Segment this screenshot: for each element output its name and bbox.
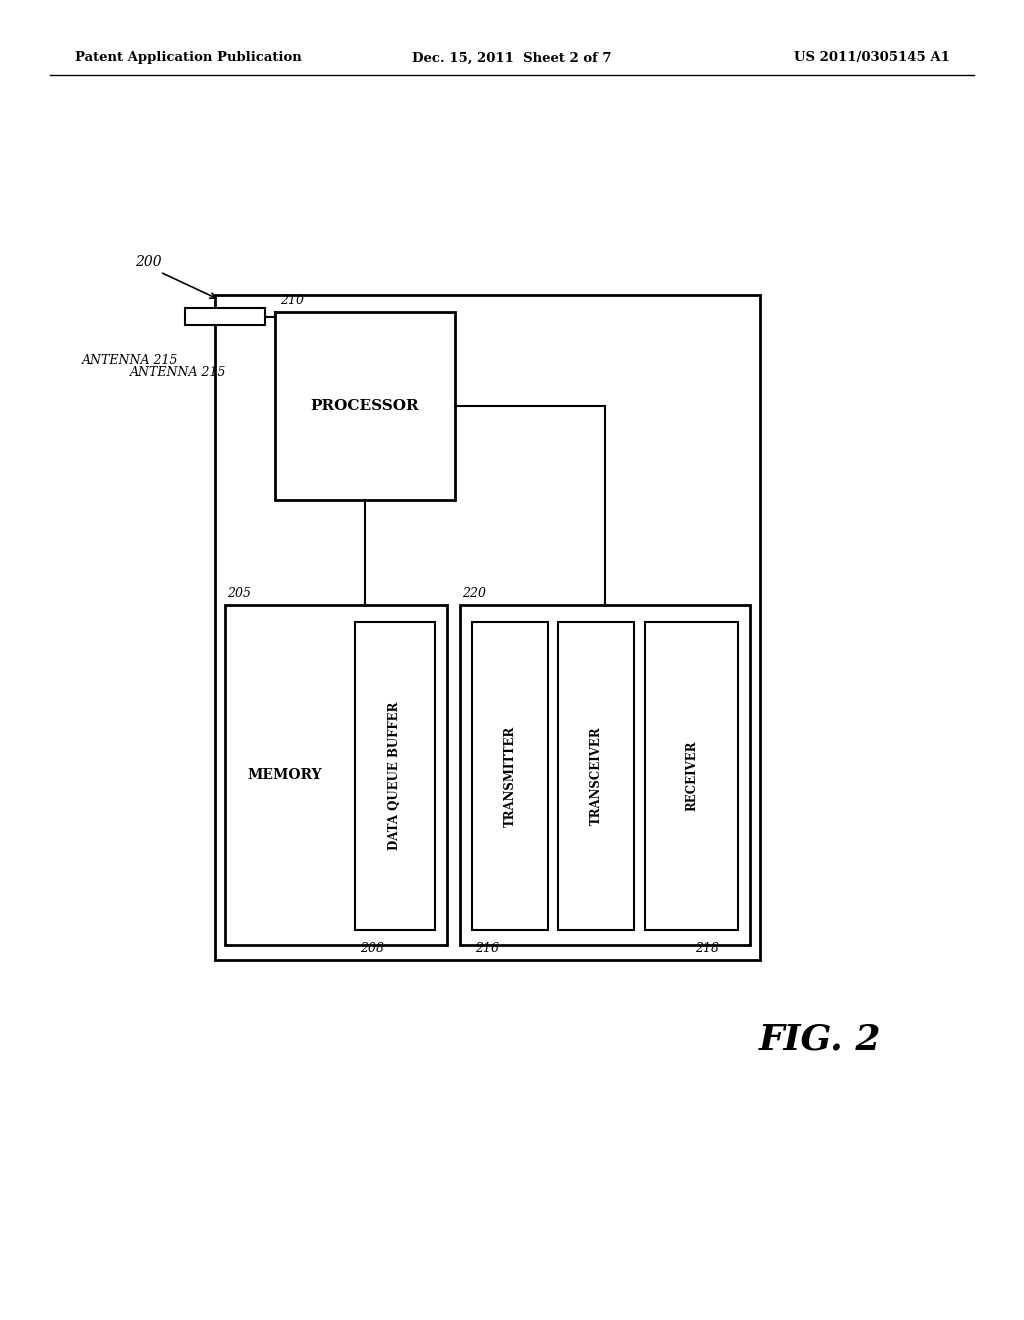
Text: 218: 218 [695, 942, 719, 954]
Text: RECEIVER: RECEIVER [685, 741, 698, 812]
Bar [645, 622, 738, 931]
Bar [185, 308, 265, 325]
Text: 200: 200 [135, 255, 162, 269]
Text: ANTENNA 215: ANTENNA 215 [82, 354, 178, 367]
Bar [215, 294, 760, 960]
Bar [355, 622, 435, 931]
Text: TRANSCEIVER: TRANSCEIVER [590, 727, 602, 825]
Text: 220: 220 [462, 587, 486, 601]
Text: FIG. 2: FIG. 2 [759, 1023, 882, 1057]
Text: US 2011/0305145 A1: US 2011/0305145 A1 [795, 51, 950, 65]
Text: ANTENNA 215: ANTENNA 215 [130, 366, 226, 379]
Text: 210: 210 [280, 294, 304, 308]
Text: TRANSMITTER: TRANSMITTER [504, 726, 516, 826]
Text: Dec. 15, 2011  Sheet 2 of 7: Dec. 15, 2011 Sheet 2 of 7 [413, 51, 611, 65]
Bar [460, 605, 750, 945]
Bar [225, 605, 447, 945]
Bar [558, 622, 634, 931]
Bar [275, 312, 455, 500]
Bar [472, 622, 548, 931]
Text: 205: 205 [227, 587, 251, 601]
Text: 216: 216 [475, 942, 499, 954]
Text: 208: 208 [360, 942, 384, 954]
Text: PROCESSOR: PROCESSOR [310, 399, 419, 413]
Text: DATA QUEUE BUFFER: DATA QUEUE BUFFER [388, 702, 401, 850]
Text: Patent Application Publication: Patent Application Publication [75, 51, 302, 65]
Text: MEMORY: MEMORY [247, 768, 322, 781]
